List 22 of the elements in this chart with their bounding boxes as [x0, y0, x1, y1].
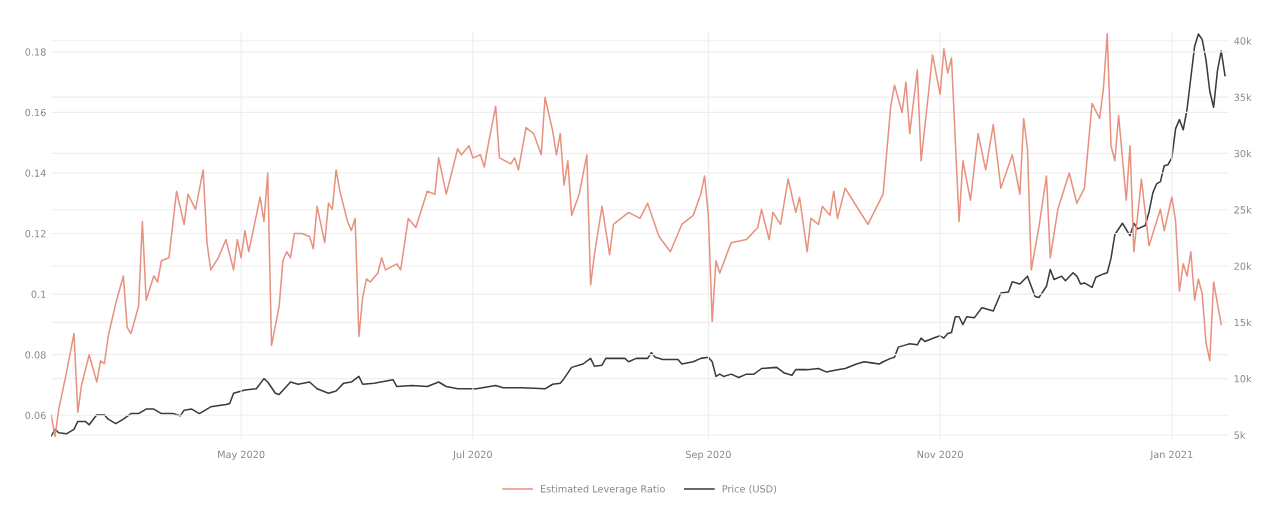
y2-tick-label: 35k — [1234, 93, 1252, 101]
y2-tick-label: 25k — [1234, 206, 1252, 214]
x-tick-label: Jul 2020 — [452, 450, 492, 460]
legend-label: Estimated Leverage Ratio — [540, 485, 665, 495]
y-tick-label: 0.1 — [31, 290, 46, 298]
y-tick-label: 0.18 — [25, 48, 46, 56]
y-tick-label: 0.08 — [25, 351, 46, 359]
x-tick-label: Jan 2021 — [1149, 450, 1193, 460]
y2-tick-label: 10k — [1234, 374, 1252, 383]
y2-tick-label: 30k — [1234, 149, 1252, 158]
x-tick-label: May 2020 — [218, 450, 265, 460]
y2-tick-label: 15k — [1234, 318, 1252, 327]
x-tick-label: Nov 2020 — [917, 450, 963, 459]
y-tick-label: 0.14 — [25, 169, 46, 177]
y-tick-label: 0.06 — [25, 411, 46, 420]
y-tick-label: 0.12 — [25, 230, 46, 238]
x-tick-label: Sep 2020 — [685, 450, 731, 460]
legend-label: Price (USD) — [722, 485, 777, 494]
y-tick-label: 0.16 — [25, 108, 46, 117]
y2-tick-label: 20k — [1234, 262, 1252, 270]
y2-tick-label: 40k — [1234, 37, 1252, 45]
y2-tick-label: 5k — [1234, 431, 1246, 439]
